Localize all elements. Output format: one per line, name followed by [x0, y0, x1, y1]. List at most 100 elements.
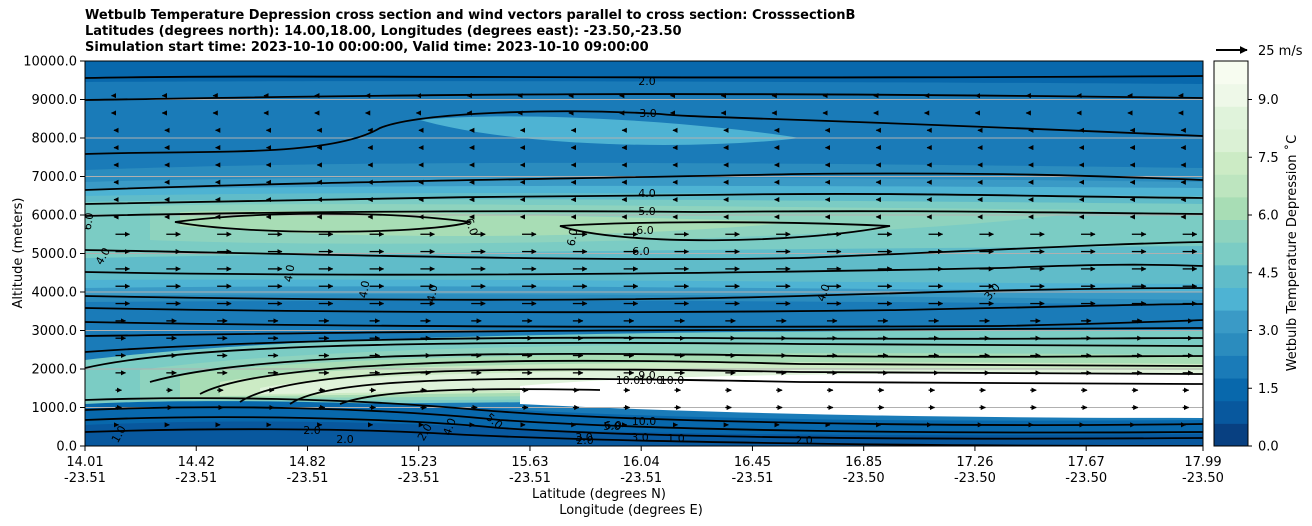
contour-line-13 [85, 327, 1203, 337]
colorbar-segment-14 [1214, 106, 1248, 130]
contour-label-23: 2.0 [303, 424, 321, 437]
y-tick-label-5: 5000.0 [32, 247, 78, 262]
contour-plot-area: 2.03.04.05.06.06.06.0 6.06.04.04.04.0 4.0 4… [81, 61, 1203, 447]
colorbar-segment-8 [1214, 242, 1248, 266]
wind-reference-key: 25 m/s [1216, 44, 1303, 59]
colorbar-tick-label-3: 4.5 [1258, 266, 1279, 281]
filled-contour-band-7 [180, 210, 800, 237]
colorbar-segment-6 [1214, 287, 1248, 311]
contour-label-32: 2.0 [576, 434, 594, 447]
contour-label-19: 10.0 [632, 415, 657, 428]
x-tick-lat-9: 17.67 [1068, 455, 1105, 470]
contour-line-6 [174, 212, 471, 233]
x-tick-lon-1: -23.51 [175, 471, 217, 486]
colorbar-segment-10 [1214, 196, 1248, 221]
colorbar-tick-label-2: 3.0 [1258, 324, 1279, 339]
y-axis-label: Altitude (meters) [11, 198, 26, 309]
colorbar-label: Wetbulb Temperature Depression ˚C [1284, 135, 1300, 372]
contour-line-12 [85, 319, 1203, 328]
contour-label-7: 6.0 [462, 216, 480, 237]
contour-label-1: 3.0 [639, 107, 657, 120]
y-tick-label-7: 7000.0 [32, 170, 78, 185]
y-tick-label-9: 9000.0 [32, 93, 78, 108]
contour-line-10 [85, 287, 1203, 301]
y-tick-label-3: 3000.0 [32, 324, 78, 339]
contour-label-28: 2.0 [795, 434, 813, 447]
contour-line-14 [85, 336, 1203, 353]
x-tick-lat-8: 17.26 [956, 455, 993, 470]
contour-label-24: 3.0 [575, 431, 593, 444]
x-axis: 14.01-23.5114.42-23.5114.82-23.5115.23-2… [64, 446, 1224, 486]
contour-line-9 [85, 263, 1203, 276]
x-tick-lat-1: 14.42 [178, 455, 215, 470]
filled-contour-band-16 [85, 61, 1203, 84]
x-tick-lat-3: 15.23 [400, 455, 437, 470]
contour-line-17 [199, 359, 1203, 395]
title-line-1: Wetbulb Temperature Depression cross sec… [85, 8, 856, 23]
contour-label-13: 4.0 [815, 282, 833, 303]
contour-line-18 [239, 368, 1203, 403]
colorbar-frame [1213, 60, 1249, 447]
contour-label-18: 10.0 [660, 374, 685, 387]
x-tick-lat-10: 17.99 [1184, 455, 1221, 470]
colorbar-segment-7 [1214, 264, 1248, 288]
contour-label-8: 6.0 [565, 228, 581, 247]
colorbar-tick-label-5: 7.5 [1258, 151, 1279, 166]
x-tick-lat-5: 16.04 [623, 455, 660, 470]
title-line-3: Simulation start time: 2023-10-10 00:00:… [85, 40, 649, 55]
contour-label-12: 4.0 [425, 284, 441, 303]
contour-label-22: 3.0 [631, 431, 649, 444]
colorbar-segment-3 [1214, 355, 1248, 379]
y-tick-label-8: 8000.0 [32, 132, 78, 147]
x-tick-lon-2: -23.51 [287, 471, 329, 486]
colorbar: 0.0 1.5 3.0 4.5 6.0 7.5 9.0 [1213, 60, 1279, 455]
contour-label-4: 6.0 [632, 245, 650, 258]
contour-label-6: 6.0 [81, 212, 97, 231]
colorbar-segment-0 [1214, 423, 1248, 447]
contour-label-17: 10.0 [639, 374, 664, 387]
x-tick-lon-5: -23.51 [620, 471, 662, 486]
contour-label-20: 6.0 [604, 419, 622, 432]
colorbar-segment-1 [1214, 400, 1248, 424]
contour-label-10: 4.0 [282, 264, 298, 283]
colorbar-segment-5 [1214, 310, 1248, 334]
colorbar-segment-11 [1214, 174, 1248, 198]
x-tick-lat-2: 14.82 [289, 455, 326, 470]
colorbar-segment-15 [1214, 83, 1248, 107]
contour-line-11 [85, 303, 1203, 314]
chart-title: Wetbulb Temperature Depression cross sec… [85, 8, 855, 56]
y-tick-label-10: 10000.0 [23, 55, 77, 70]
contour-line-19 [289, 377, 1203, 405]
contour-label-2: 4.0 [638, 187, 656, 200]
x-tick-lat-0: 14.01 [66, 455, 103, 470]
contour-label-25: 2.0 [336, 433, 354, 446]
contour-line-2 [85, 110, 1203, 155]
x-tick-lon-9: -23.50 [1065, 471, 1107, 486]
contour-label-21: 5.0 [603, 420, 621, 433]
x-tick-lon-0: -23.51 [64, 471, 106, 486]
colorbar-tick-label-0: 0.0 [1258, 440, 1279, 455]
contour-label-3: 5.0 [638, 205, 656, 218]
contour-line-5 [85, 210, 1203, 217]
contour-label-0: 2.0 [638, 75, 656, 88]
colorbar-tick-label-1: 1.5 [1258, 382, 1279, 397]
contour-line-4 [85, 193, 1203, 205]
contour-line-7 [559, 221, 891, 242]
contour-line-23 [85, 416, 1203, 440]
colorbar-segment-4 [1214, 332, 1248, 356]
contour-label-5: 6.0 [636, 224, 654, 237]
y-axis: 0.0 1000.0 2000.0 3000.0 4000.0 5000.0 6000.0 7… [23, 55, 85, 455]
contour-label-16: 10.0 [616, 374, 641, 387]
colorbar-segment-16 [1214, 61, 1248, 85]
x-tick-lon-4: -23.51 [509, 471, 551, 486]
colorbar-segment-9 [1214, 219, 1248, 243]
x-axis-label-lat: Latitude (degrees N) [532, 487, 666, 502]
x-tick-lat-6: 16.45 [734, 455, 771, 470]
contour-line-0 [85, 75, 1203, 79]
colorbar-segment-2 [1214, 378, 1248, 402]
contour-line-21 [85, 397, 1203, 426]
contour-line-24 [85, 428, 1203, 446]
contour-line-15 [85, 341, 1203, 369]
contour-label-11: 4.0 [357, 280, 373, 299]
